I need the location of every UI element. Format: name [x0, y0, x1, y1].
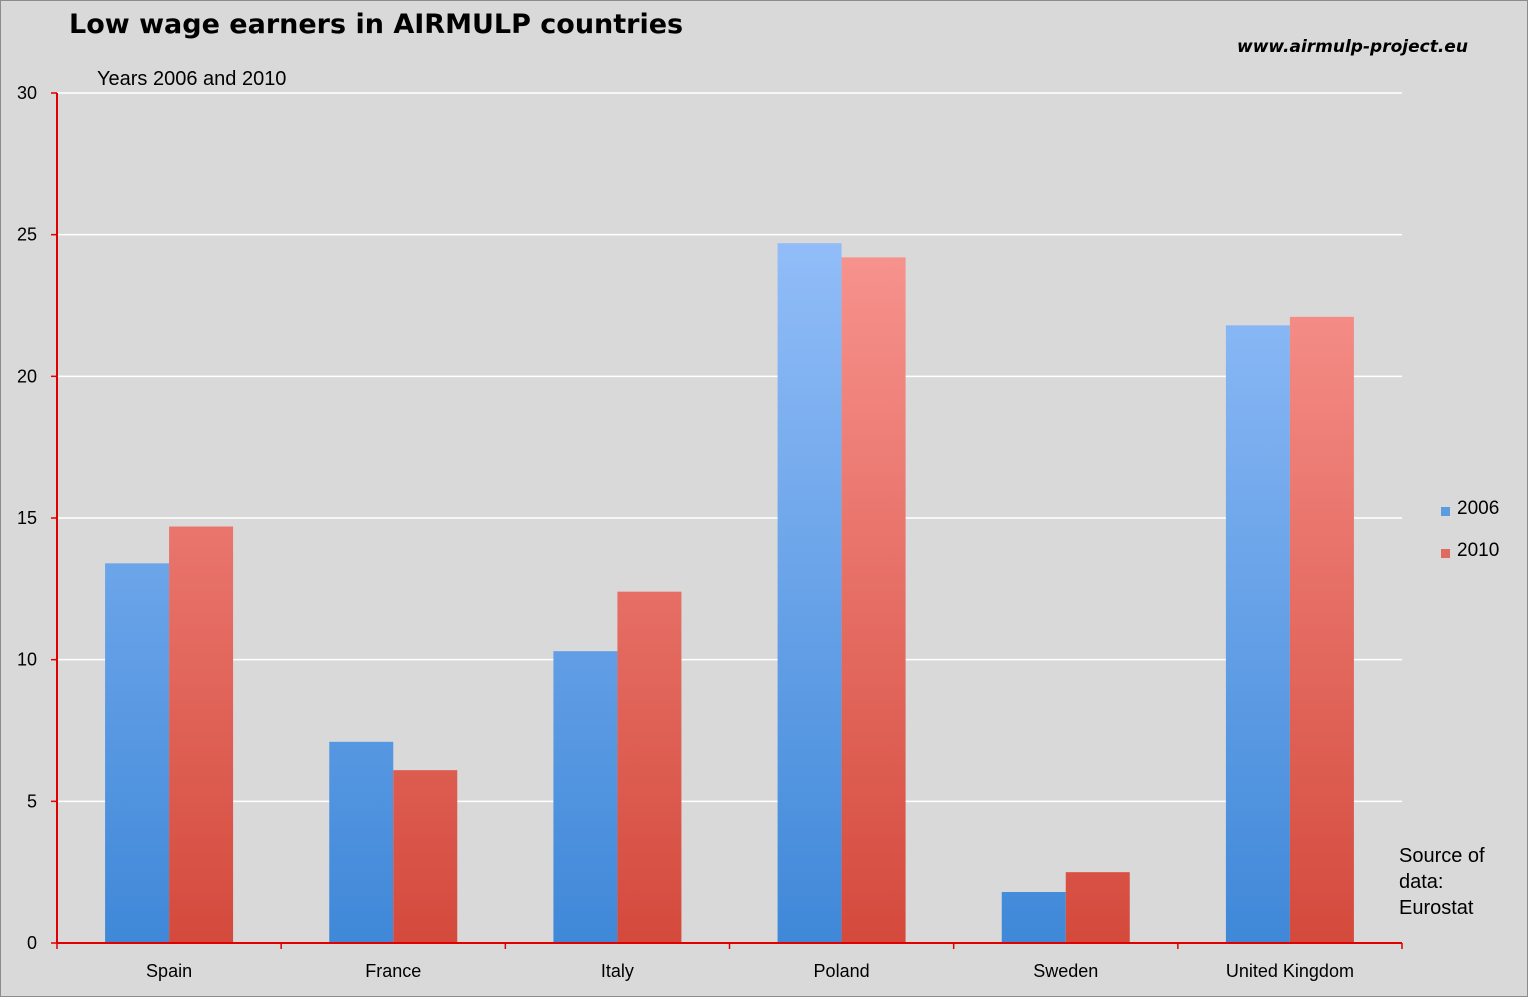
x-tick-label: United Kingdom [1226, 961, 1354, 981]
legend-label-2010: 2010 [1457, 540, 1500, 561]
bar-2006-italy [553, 651, 618, 943]
y-tick-label: 30 [17, 83, 37, 103]
legend-swatch-2010 [1441, 549, 1450, 558]
y-tick-label: 25 [17, 225, 37, 245]
bar-2010-france [393, 770, 458, 943]
bar-2006-spain [105, 563, 170, 943]
y-tick-label: 15 [17, 508, 37, 528]
legend-label-2006: 2006 [1457, 498, 1500, 519]
source-note-line: Source of [1399, 845, 1485, 867]
y-tick-label: 5 [27, 791, 37, 811]
legend-swatch-2006 [1441, 507, 1450, 516]
x-tick-label: Italy [601, 961, 634, 981]
chart-subtitle: Years 2006 and 2010 [97, 68, 287, 90]
bar-2010-sweden [1065, 872, 1130, 943]
bar-2006-sweden [1001, 892, 1066, 943]
x-tick-label: Spain [146, 961, 192, 981]
x-tick-label: Sweden [1033, 961, 1098, 981]
source-note-line: Eurostat [1399, 897, 1474, 919]
bar-2010-italy [617, 591, 682, 943]
bar-2010-united-kingdom [1289, 316, 1354, 943]
source-note: Source of data: Eurostat [1399, 843, 1485, 921]
y-tick-label: 0 [27, 933, 37, 953]
y-tick-label: 10 [17, 650, 37, 670]
source-note-line: data: [1399, 871, 1444, 893]
y-tick-label: 20 [17, 366, 37, 386]
x-tick-label: France [365, 961, 421, 981]
bar-2006-united-kingdom [1225, 325, 1290, 943]
project-url: www.airmulp-project.eu [1237, 37, 1468, 57]
bar-2010-spain [169, 526, 234, 943]
chart-title: Low wage earners in AIRMULP countries [69, 9, 684, 40]
bar-2006-france [329, 741, 394, 943]
bar-2006-poland [777, 243, 842, 943]
x-tick-label: Poland [814, 961, 870, 981]
bar-2010-poland [841, 257, 906, 943]
